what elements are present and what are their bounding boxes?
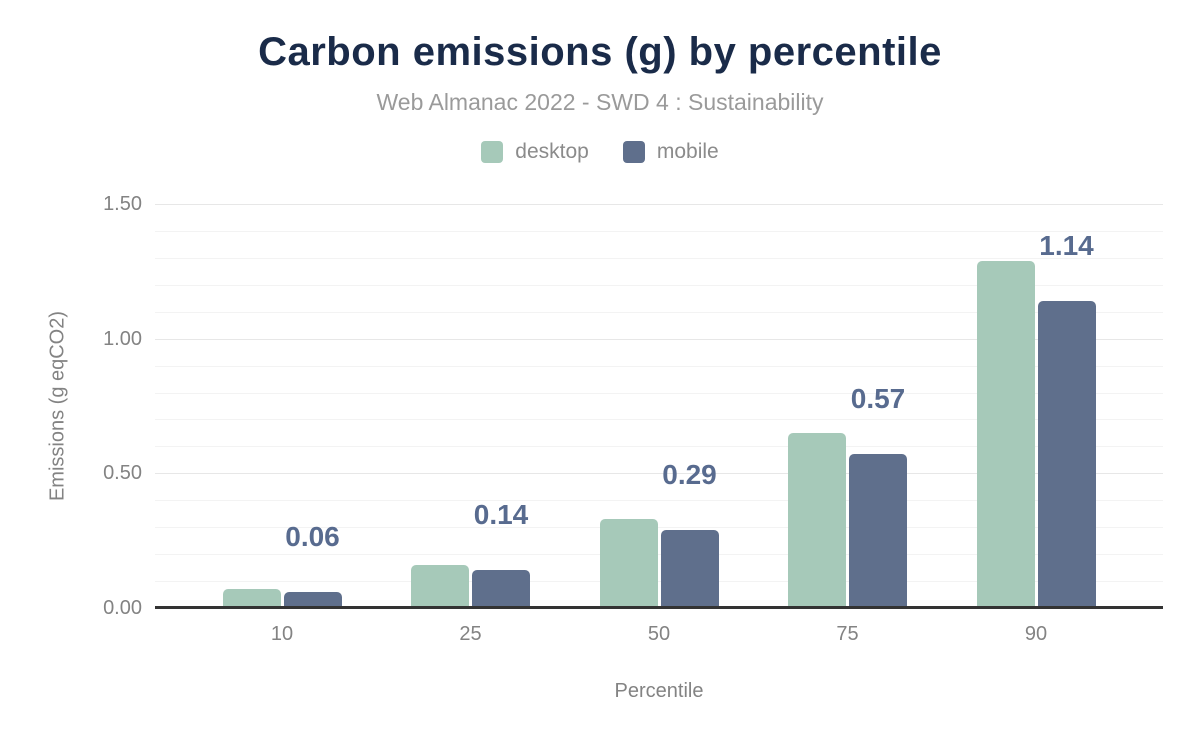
bar-mobile-p25: [472, 570, 530, 608]
bar-desktop-p75: [788, 432, 846, 608]
gridline-minor: [155, 284, 1163, 286]
y-tick-label: 0.00: [103, 597, 142, 619]
data-label-p75: 0.57: [850, 383, 906, 415]
gridline-minor: [155, 419, 1163, 421]
gridline-minor: [155, 230, 1163, 232]
legend: desktop mobile: [0, 140, 1200, 164]
y-tick-label: 1.50: [103, 193, 142, 215]
gridline-minor: [155, 500, 1163, 502]
x-tick-label: 50: [647, 623, 671, 645]
y-axis-title: Emissions (g eqCO2): [46, 310, 69, 502]
legend-item-desktop: desktop: [481, 140, 589, 164]
gridline-minor: [155, 365, 1163, 367]
bar-mobile-p90: [1037, 300, 1096, 608]
gridline-minor: [155, 554, 1163, 556]
legend-item-mobile: mobile: [622, 140, 719, 164]
legend-label-desktop: desktop: [515, 140, 589, 163]
gridline-minor: [155, 392, 1163, 394]
legend-label-mobile: mobile: [656, 140, 719, 163]
chart-subtitle: Web Almanac 2022 - SWD 4 : Sustainabilit…: [376, 89, 824, 115]
gridline-major: [155, 204, 1163, 205]
x-axis-line: [155, 606, 1163, 609]
data-label-p25: 0.14: [473, 499, 529, 531]
bar-desktop-p90: [976, 260, 1035, 608]
gridline-minor: [155, 581, 1163, 583]
data-label-p10: 0.06: [285, 520, 340, 552]
bar-mobile-p10: [283, 591, 342, 608]
legend-swatch-mobile: [622, 141, 645, 163]
x-axis-title: Percentile: [614, 680, 704, 702]
bar-desktop-p50: [599, 519, 658, 608]
gridline-minor: [155, 446, 1163, 448]
chart-title: Carbon emissions (g) by percentile: [258, 30, 942, 74]
legend-swatch-desktop: [481, 141, 504, 163]
gridline-major: [155, 338, 1163, 340]
gridline-minor: [155, 527, 1163, 529]
data-label-p50: 0.29: [662, 458, 717, 490]
data-label-p90: 1.14: [1039, 229, 1094, 261]
y-tick-label: 0.50: [103, 462, 142, 485]
bar-desktop-p25: [411, 564, 469, 608]
plot-area: Emissions (g eqCO2) Percentile 0.00 0.50 1…: [47, 193, 1163, 702]
bar-desktop-p10: [222, 589, 281, 608]
y-tick-label: 1.00: [103, 327, 142, 350]
bar-mobile-p50: [660, 529, 719, 608]
x-tick-label: 25: [459, 623, 482, 645]
gridline-minor: [155, 257, 1163, 259]
gridline-minor: [155, 311, 1163, 313]
x-tick-label: 75: [836, 623, 859, 645]
x-tick-label: 90: [1024, 623, 1048, 645]
x-tick-label: 10: [270, 623, 294, 645]
gridline-major: [155, 473, 1163, 475]
bar-mobile-p75: [849, 454, 907, 608]
